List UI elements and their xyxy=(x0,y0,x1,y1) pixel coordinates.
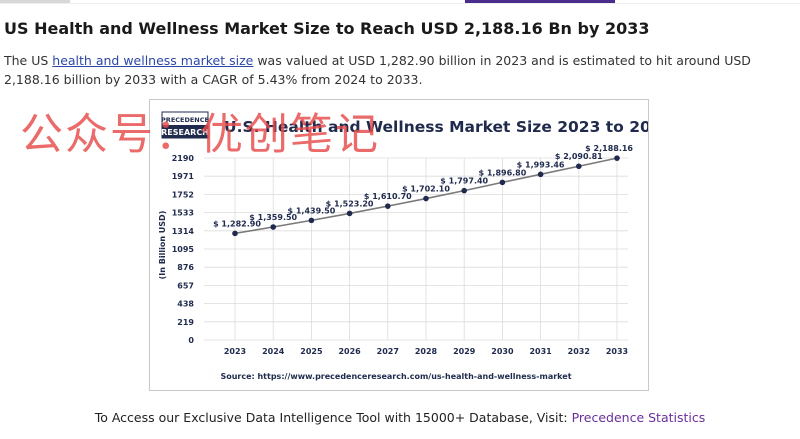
x-tick-label: 2023 xyxy=(224,347,246,356)
data-label: $ 1,797.40 xyxy=(440,177,488,186)
y-tick-label: 1971 xyxy=(172,172,195,181)
data-label: $ 1,993.46 xyxy=(517,160,565,169)
x-tick-label: 2033 xyxy=(606,347,628,356)
y-tick-label: 1314 xyxy=(172,227,195,236)
logo-line1: PRECEDENCE xyxy=(161,116,209,124)
x-tick-label: 2025 xyxy=(300,347,323,356)
top-divider xyxy=(0,3,800,4)
precedence-statistics-link[interactable]: Precedence Statistics xyxy=(571,410,706,425)
data-label: $ 2,188.16 xyxy=(585,144,633,153)
data-label: $ 2,090.81 xyxy=(555,152,603,161)
data-point xyxy=(499,179,506,186)
chart-source: Source: https://www.precedenceresearch.c… xyxy=(220,372,571,381)
y-tick-label: 219 xyxy=(177,318,194,327)
data-point xyxy=(576,163,582,170)
data-labels: $ 1,282.90$ 1,359.50$ 1,439.50$ 1,523.20… xyxy=(213,144,633,228)
data-points xyxy=(232,155,620,237)
y-tick-label: 1752 xyxy=(172,190,194,199)
x-tick-label: 2031 xyxy=(529,347,552,356)
data-point xyxy=(614,155,620,161)
x-tick-label: 2027 xyxy=(377,347,399,356)
data-point xyxy=(461,187,468,194)
x-tick-label: 2030 xyxy=(491,347,514,356)
data-label: $ 1,282.90 xyxy=(213,219,261,228)
data-point xyxy=(423,195,429,202)
data-point xyxy=(232,230,238,237)
x-tick-label: 2026 xyxy=(338,347,361,356)
y-tick-label: 1533 xyxy=(172,209,194,218)
data-point xyxy=(537,171,544,178)
data-point xyxy=(346,210,353,217)
y-axis-label: (In Billion USD) xyxy=(158,211,167,280)
y-tick-label: 657 xyxy=(177,281,194,290)
x-tick-label: 2029 xyxy=(453,347,476,356)
precedence-research-logo: PRECEDENCE RESEARCH xyxy=(161,111,209,139)
x-tick-label: 2032 xyxy=(568,347,590,356)
data-point xyxy=(308,217,315,224)
y-tick-label: 876 xyxy=(177,263,194,272)
footer-prefix: To Access our Exclusive Data Intelligenc… xyxy=(94,410,572,425)
data-label: $ 1,702.10 xyxy=(402,185,450,194)
market-size-link[interactable]: health and wellness market size xyxy=(52,53,254,68)
y-tick-label: 0 xyxy=(188,336,194,345)
data-label: $ 1,359.50 xyxy=(249,213,297,222)
footer-line: To Access our Exclusive Data Intelligenc… xyxy=(0,410,800,425)
x-tick-labels: 2023 2024 2025 2026 2027 2028 2029 2030 2031 2032… xyxy=(224,347,628,356)
y-tick-label: 2190 xyxy=(172,154,195,163)
x-tick-label: 2024 xyxy=(262,347,285,356)
data-point xyxy=(270,224,276,230)
para-suffix: was valued at USD 1,282.90 billion in 20… xyxy=(4,53,751,87)
chart-svg: PRECEDENCE RESEARCH U.S. Health and Well… xyxy=(158,111,672,381)
article-paragraph: The US health and wellness market size w… xyxy=(4,51,796,89)
article-title: US Health and Wellness Market Size to Re… xyxy=(4,19,650,38)
y-tick-labels: 0 219 438 657 876 1095 1314 1533 1752 1971 2190 xyxy=(172,154,195,345)
y-tick-label: 438 xyxy=(177,300,194,309)
data-label: $ 1,523.20 xyxy=(326,199,374,208)
data-point xyxy=(385,203,391,209)
logo-line2: RESEARCH xyxy=(161,128,209,137)
chart-figure: PRECEDENCE RESEARCH U.S. Health and Well… xyxy=(149,99,672,391)
data-label: $ 1,896.80 xyxy=(478,168,526,177)
x-tick-label: 2028 xyxy=(415,347,438,356)
y-tick-label: 1095 xyxy=(172,245,195,254)
grid-layer xyxy=(204,157,628,341)
data-label: $ 1,610.70 xyxy=(364,192,412,201)
data-label: $ 1,439.50 xyxy=(287,206,335,215)
active-tab-indicator xyxy=(465,0,615,3)
top-tab-indicator xyxy=(0,0,70,3)
chart-title: U.S. Health and Wellness Market Size 202… xyxy=(224,118,648,136)
para-prefix: The US xyxy=(4,53,53,68)
